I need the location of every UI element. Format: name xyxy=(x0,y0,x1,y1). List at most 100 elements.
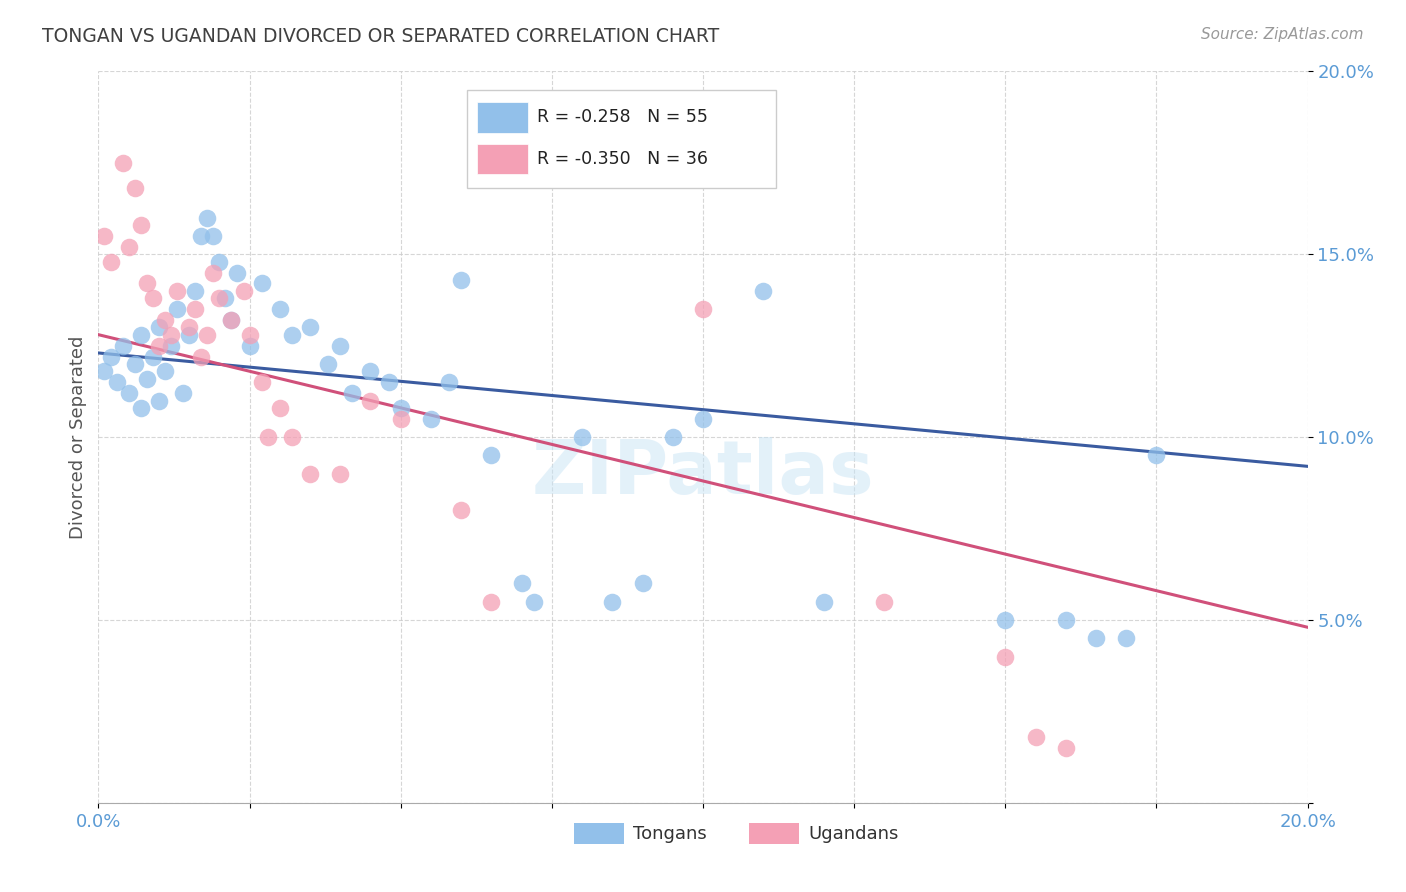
Point xyxy=(226,266,249,280)
Point xyxy=(129,401,152,415)
Point xyxy=(118,240,141,254)
Point xyxy=(994,613,1017,627)
Y-axis label: Divorced or Separated: Divorced or Separated xyxy=(69,335,87,539)
FancyBboxPatch shape xyxy=(477,144,527,175)
Point xyxy=(481,594,503,608)
Point xyxy=(202,266,225,280)
Point xyxy=(269,301,291,317)
FancyBboxPatch shape xyxy=(467,90,776,188)
Point xyxy=(148,338,170,352)
Point xyxy=(752,284,775,298)
Point xyxy=(269,401,291,415)
Point xyxy=(523,594,546,608)
Point xyxy=(281,327,304,342)
Point xyxy=(190,350,212,364)
Point xyxy=(129,218,152,232)
Point xyxy=(142,350,165,364)
FancyBboxPatch shape xyxy=(749,823,799,845)
Point xyxy=(450,273,472,287)
Point xyxy=(281,430,304,444)
Point xyxy=(437,375,460,389)
Point xyxy=(250,277,273,291)
Point xyxy=(153,313,176,327)
Point xyxy=(299,467,322,481)
Point xyxy=(153,364,176,378)
Point xyxy=(172,386,194,401)
Point xyxy=(124,181,146,195)
Text: Tongans: Tongans xyxy=(634,824,707,843)
Point xyxy=(239,327,262,342)
Point xyxy=(1144,448,1167,462)
FancyBboxPatch shape xyxy=(477,102,527,133)
Point xyxy=(208,291,231,305)
Text: Source: ZipAtlas.com: Source: ZipAtlas.com xyxy=(1201,27,1364,42)
Point xyxy=(184,301,207,317)
Point xyxy=(571,430,593,444)
Point xyxy=(450,503,472,517)
Point xyxy=(184,284,207,298)
Point xyxy=(148,320,170,334)
Point xyxy=(1085,632,1108,646)
Point xyxy=(93,364,115,378)
Point xyxy=(481,448,503,462)
Point xyxy=(221,313,243,327)
Point xyxy=(208,254,231,268)
Point xyxy=(221,313,243,327)
Point xyxy=(118,386,141,401)
Point xyxy=(1115,632,1137,646)
Point xyxy=(360,393,382,408)
Point xyxy=(813,594,835,608)
Point xyxy=(250,375,273,389)
Point xyxy=(195,327,218,342)
Point xyxy=(100,350,122,364)
Point xyxy=(190,229,212,244)
Text: Ugandans: Ugandans xyxy=(808,824,900,843)
Point xyxy=(342,386,364,401)
Point xyxy=(329,338,352,352)
Point xyxy=(510,576,533,591)
Point xyxy=(160,338,183,352)
Point xyxy=(195,211,218,225)
Point xyxy=(129,327,152,342)
Text: R = -0.350   N = 36: R = -0.350 N = 36 xyxy=(537,150,709,168)
Point xyxy=(873,594,896,608)
Point xyxy=(239,338,262,352)
Point xyxy=(420,412,443,426)
Point xyxy=(1054,740,1077,755)
Point xyxy=(631,576,654,591)
Point xyxy=(124,357,146,371)
Point xyxy=(299,320,322,334)
Point xyxy=(692,301,714,317)
Point xyxy=(692,412,714,426)
Point xyxy=(105,375,128,389)
Point xyxy=(142,291,165,305)
Point xyxy=(179,327,201,342)
Point xyxy=(135,277,157,291)
Point xyxy=(166,301,188,317)
Point xyxy=(256,430,278,444)
Point xyxy=(93,229,115,244)
Point xyxy=(1054,613,1077,627)
Point xyxy=(160,327,183,342)
Point xyxy=(540,120,562,134)
Point xyxy=(602,594,624,608)
Point xyxy=(316,357,339,371)
Point xyxy=(214,291,236,305)
Point xyxy=(166,284,188,298)
FancyBboxPatch shape xyxy=(574,823,624,845)
Point xyxy=(148,393,170,408)
Point xyxy=(111,156,134,170)
Point xyxy=(135,371,157,385)
Point xyxy=(329,467,352,481)
Point xyxy=(360,364,382,378)
Point xyxy=(389,401,412,415)
Point xyxy=(202,229,225,244)
Text: ZIPatlas: ZIPatlas xyxy=(531,437,875,510)
Point xyxy=(232,284,254,298)
Point xyxy=(994,649,1017,664)
Point xyxy=(389,412,412,426)
Point xyxy=(377,375,399,389)
Point xyxy=(1024,730,1046,744)
Point xyxy=(111,338,134,352)
Point xyxy=(100,254,122,268)
